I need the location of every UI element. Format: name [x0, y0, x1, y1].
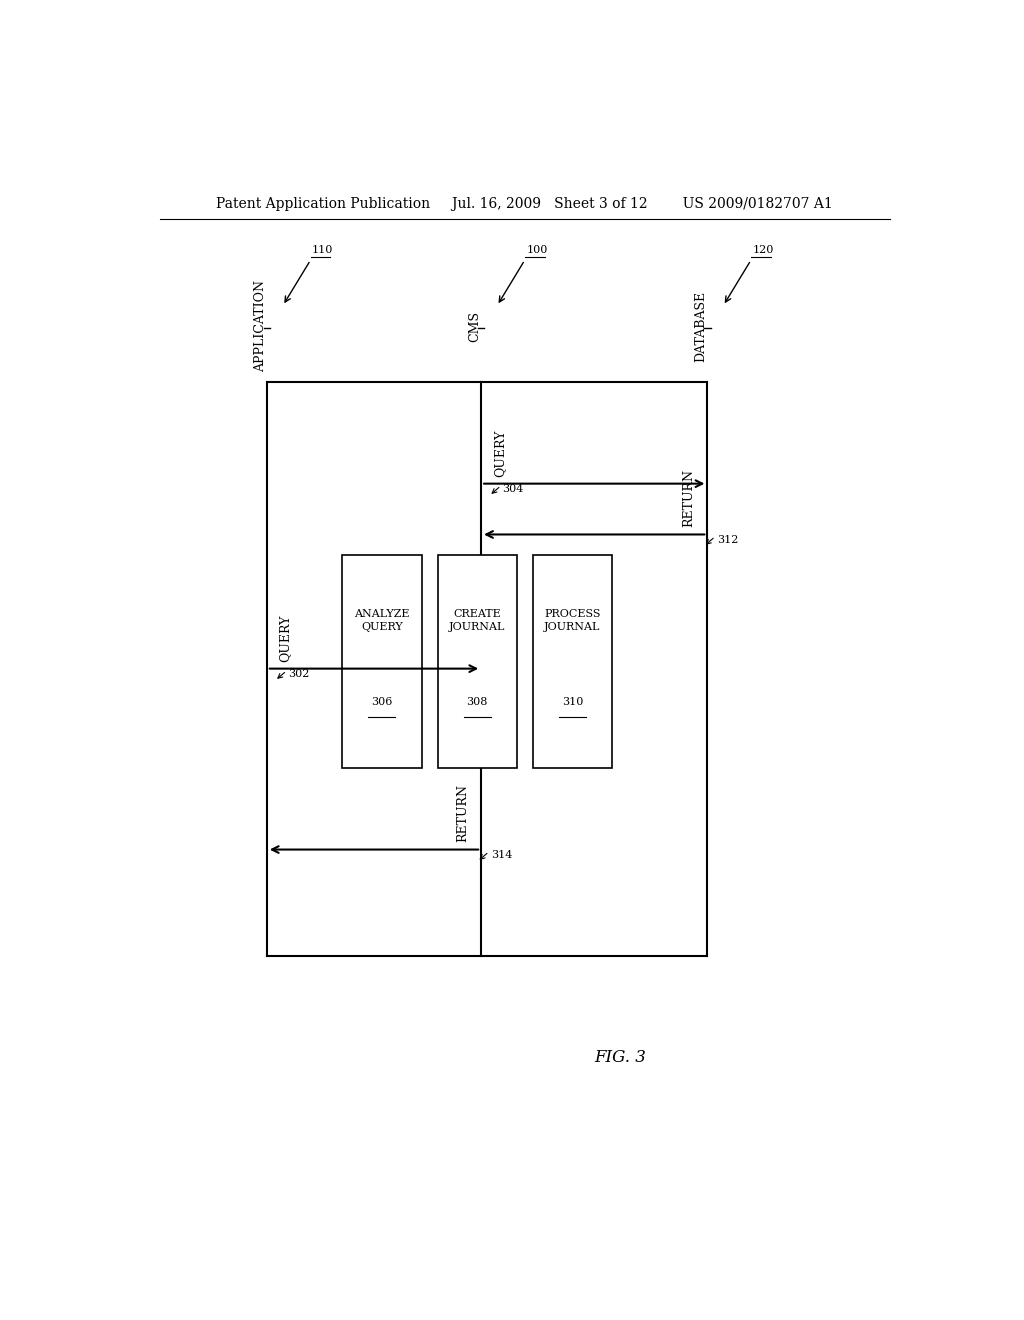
Text: APPLICATION: APPLICATION [254, 280, 267, 372]
Text: 100: 100 [526, 246, 548, 255]
Text: 306: 306 [372, 697, 392, 708]
Text: 110: 110 [312, 246, 334, 255]
Bar [342, 554, 422, 768]
Text: ANALYZE
QUERY: ANALYZE QUERY [354, 610, 410, 632]
Text: CMS: CMS [468, 310, 481, 342]
Text: 302: 302 [289, 669, 309, 678]
Text: 308: 308 [467, 697, 487, 708]
Text: RETURN: RETURN [682, 470, 695, 528]
Text: Patent Application Publication     Jul. 16, 2009   Sheet 3 of 12        US 2009/: Patent Application Publication Jul. 16, … [216, 197, 834, 211]
Text: 310: 310 [562, 697, 583, 708]
Text: 312: 312 [717, 535, 738, 545]
Text: FIG. 3: FIG. 3 [594, 1049, 646, 1067]
Text: 304: 304 [503, 483, 524, 494]
Text: QUERY: QUERY [494, 429, 506, 477]
Text: 120: 120 [753, 246, 774, 255]
Text: PROCESS
JOURNAL: PROCESS JOURNAL [544, 610, 601, 632]
Text: 314: 314 [490, 850, 512, 859]
Bar [532, 554, 612, 768]
Text: RETURN: RETURN [457, 784, 469, 842]
Bar [437, 554, 517, 768]
Text: CREATE
JOURNAL: CREATE JOURNAL [449, 610, 506, 632]
Text: DATABASE: DATABASE [694, 290, 708, 362]
Text: QUERY: QUERY [279, 614, 292, 661]
